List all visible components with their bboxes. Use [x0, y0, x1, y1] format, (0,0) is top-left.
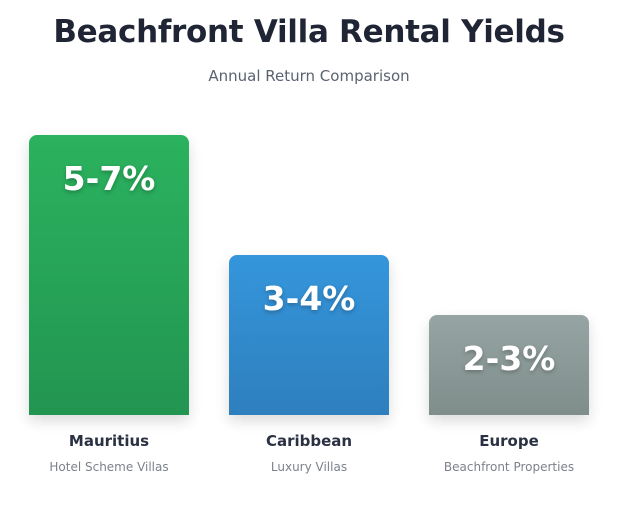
- bar-value-label: 3-4%: [262, 279, 356, 318]
- category-label: Europe: [479, 432, 539, 450]
- bar-value-label: 2-3%: [462, 339, 556, 378]
- bar-value-label: 5-7%: [62, 159, 156, 198]
- category-description: Beachfront Properties: [443, 460, 575, 474]
- category-label: Mauritius: [68, 432, 150, 450]
- bar-caribbean: [229, 255, 389, 415]
- category-label: Caribbean: [265, 432, 353, 450]
- chart-subtitle: Annual Return Comparison: [208, 67, 410, 85]
- bar-europe: [429, 315, 589, 415]
- bar-mauritius: [29, 135, 189, 415]
- chart-title: Beachfront Villa Rental Yields: [53, 14, 565, 50]
- category-description: Hotel Scheme Villas: [49, 460, 169, 474]
- category-description: Luxury Villas: [270, 460, 348, 474]
